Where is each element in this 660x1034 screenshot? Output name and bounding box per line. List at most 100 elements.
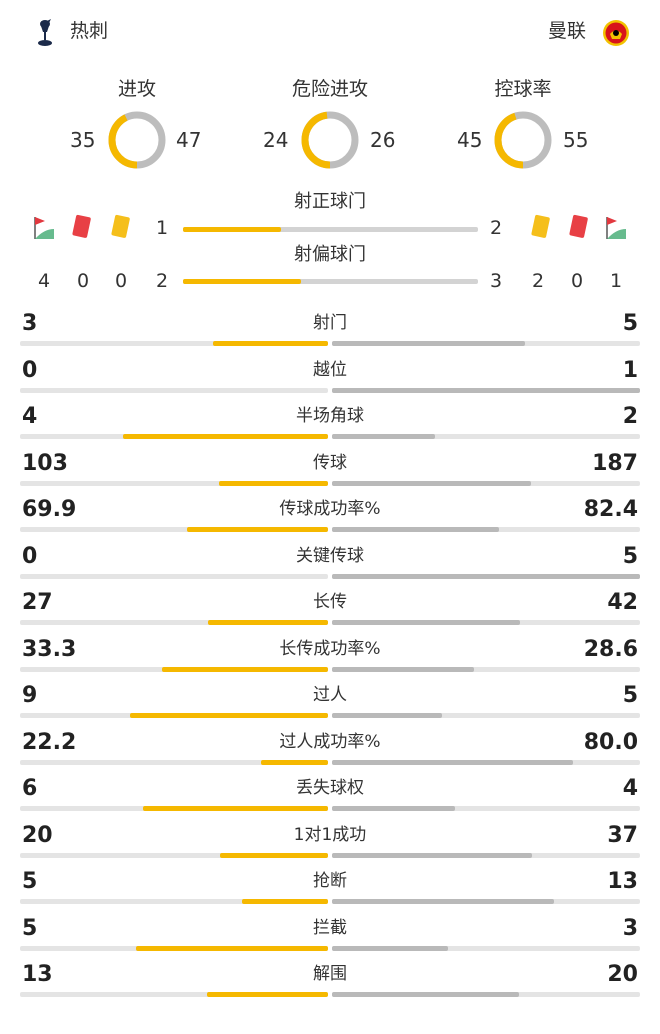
stat-away-value: 82.4 (583, 497, 638, 522)
stat-home-value: 13 (22, 962, 53, 987)
stat-away-bar (332, 713, 442, 718)
shots-on-target-title: 射正球门 (294, 191, 366, 212)
stat-label: 长传成功率% (279, 639, 381, 659)
gauge-home-arc (108, 111, 166, 169)
shots-on-target-home: 1 (155, 217, 169, 239)
stat-away-track (332, 806, 640, 811)
stat-away-value: 37 (607, 823, 638, 848)
stat-away-track (332, 341, 640, 346)
stat-away-value: 28.6 (583, 637, 638, 662)
stat-away-track (332, 760, 640, 765)
away-team-header[interactable]: 曼联 (520, 18, 632, 48)
stat-home-value: 20 (22, 823, 53, 848)
stat-away-track (332, 946, 640, 951)
gauge-title: 进攻 (117, 78, 156, 100)
stat-label: 拦截 (313, 918, 347, 938)
stat-home-value: 4 (22, 404, 38, 429)
stat-away-track (332, 899, 640, 904)
stat-home-track (20, 760, 328, 765)
stat-home-bar (186, 527, 328, 532)
stat-label: 关键传球 (296, 546, 364, 566)
shots-off-target-home: 2 (155, 270, 169, 292)
stat-away-track (332, 574, 640, 579)
stat-away-bar (332, 388, 640, 393)
corner-flag-icon (604, 215, 628, 245)
stat-home-value: 9 (22, 683, 38, 708)
away-team-name: 曼联 (548, 20, 587, 42)
stat-home-track (20, 341, 328, 346)
stat-home-bar (212, 341, 328, 346)
stat-home-bar (122, 434, 328, 439)
gauge-home-arc (301, 111, 359, 169)
stat-home-value: 103 (22, 451, 68, 476)
gauge-donut (301, 111, 359, 169)
stat-home-value: 5 (22, 916, 38, 941)
shots-off-target-title: 射偏球门 (294, 244, 366, 265)
yellow-card-icon (530, 214, 552, 244)
stat-away-bar (332, 620, 520, 625)
stat-away-value: 5 (622, 544, 638, 569)
stat-home-value: 3 (22, 311, 38, 336)
stat-away-track (332, 527, 640, 532)
red-card-icon (71, 214, 93, 244)
corner-flag-icon (32, 215, 56, 245)
stat-home-track (20, 434, 328, 439)
gauge-away-value: 47 (176, 128, 202, 152)
gauge-donut (494, 111, 552, 169)
home-team-name: 热刺 (70, 20, 109, 42)
stat-away-bar (332, 899, 555, 904)
stat-label: 传球成功率% (279, 499, 381, 519)
red-card-icon (568, 214, 590, 244)
stat-away-value: 1 (622, 358, 638, 383)
stat-home-value: 0 (22, 544, 38, 569)
stat-away-bar (332, 481, 531, 486)
stat-home-bar (129, 713, 328, 718)
stat-home-value: 6 (22, 776, 38, 801)
stat-home-bar (207, 620, 328, 625)
stat-label: 过人 (313, 685, 347, 705)
stat-away-value: 187 (592, 451, 638, 476)
gauge-donut (108, 111, 166, 169)
tottenham-cockerel-icon (32, 18, 58, 52)
stat-away-bar (332, 992, 519, 997)
stat-home-track (20, 388, 328, 393)
stat-home-track (20, 620, 328, 625)
stat-away-bar (332, 853, 532, 858)
stat-label: 解围 (313, 964, 347, 984)
stat-home-bar (218, 481, 328, 486)
stat-home-track (20, 481, 328, 486)
gauge-away-value: 26 (370, 128, 396, 152)
stat-away-track (332, 388, 640, 393)
manchester-united-crest-icon (602, 19, 630, 51)
away-red-count: 0 (570, 270, 584, 292)
stat-home-track (20, 899, 328, 904)
stat-away-track (332, 853, 640, 858)
stat-away-track (332, 620, 640, 625)
stat-home-track (20, 713, 328, 718)
stat-away-value: 3 (622, 916, 638, 941)
shots-on-target-fill (183, 227, 282, 232)
away-yellow-count: 2 (531, 270, 545, 292)
stat-home-value: 5 (22, 869, 38, 894)
stat-home-value: 69.9 (22, 497, 77, 522)
gauge-home-arc (494, 111, 552, 169)
home-corners-count: 4 (37, 270, 51, 292)
stat-label: 过人成功率% (279, 732, 381, 752)
stat-home-value: 33.3 (22, 637, 77, 662)
yellow-card-icon (110, 214, 132, 244)
stat-away-bar (332, 527, 499, 532)
stat-away-bar (332, 341, 525, 346)
shots-off-target-away: 3 (489, 270, 503, 292)
stat-label: 射门 (313, 313, 347, 333)
shots-off-target-bar (183, 279, 478, 284)
stat-away-value: 13 (607, 869, 638, 894)
stat-home-track (20, 806, 328, 811)
stat-away-track (332, 667, 640, 672)
stat-away-track (332, 481, 640, 486)
stat-away-bar (332, 946, 448, 951)
stat-home-track (20, 574, 328, 579)
home-team-header[interactable]: 热刺 (32, 18, 152, 48)
gauge-title: 危险进攻 (291, 78, 368, 100)
stat-home-bar (143, 806, 328, 811)
stat-away-track (332, 713, 640, 718)
